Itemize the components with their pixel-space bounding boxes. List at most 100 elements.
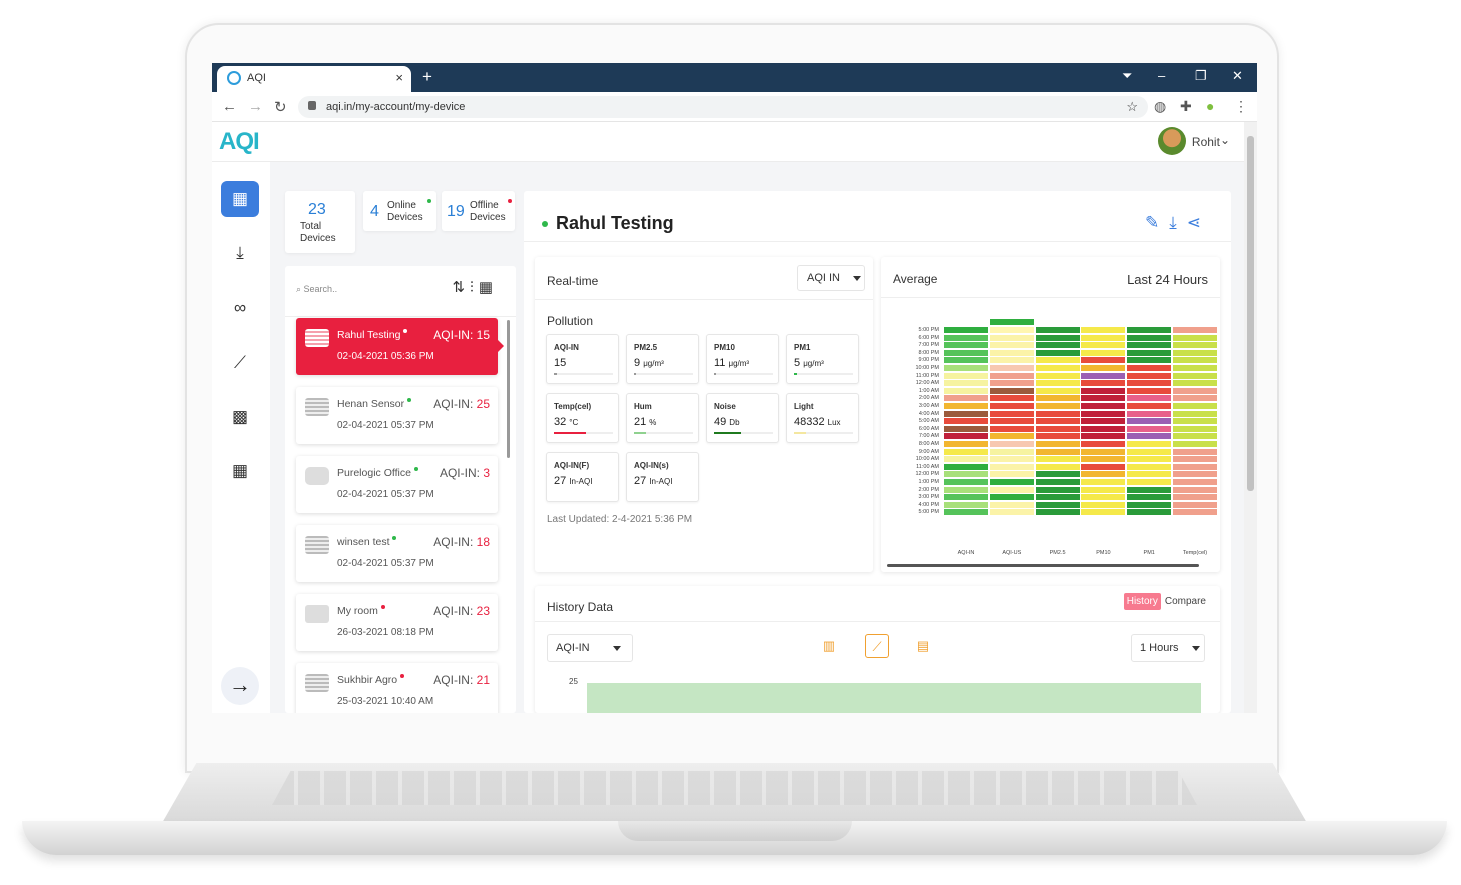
heatmap-cell[interactable] (944, 448, 988, 455)
sort-icon[interactable]: ⇅ (452, 279, 471, 296)
reload-icon[interactable]: ↻ (274, 99, 287, 116)
heatmap-cell[interactable] (944, 380, 988, 387)
sensor-tile[interactable]: Temp(cel) 32 °C (546, 393, 619, 443)
heatmap-cell[interactable] (1173, 357, 1217, 364)
heatmap-cell[interactable] (1127, 501, 1172, 508)
heatmap-cell[interactable] (944, 349, 988, 356)
history-interval-select[interactable]: 1 Hours (1131, 634, 1205, 662)
heatmap-cell[interactable] (989, 448, 1034, 455)
heatmap-cell[interactable] (989, 433, 1034, 440)
scroll-thumb[interactable] (1247, 136, 1254, 491)
heatmap-cell[interactable] (989, 395, 1034, 402)
heatmap-cell[interactable] (1173, 494, 1217, 501)
heatmap-cell[interactable] (1081, 448, 1126, 455)
heatmap-cell[interactable] (989, 479, 1034, 486)
realtime-metric-select[interactable]: AQI IN (797, 265, 865, 291)
aqi-logo[interactable]: AQI (219, 128, 260, 156)
heatmap-cell[interactable] (1173, 509, 1217, 516)
heatmap-cell[interactable] (1081, 372, 1126, 379)
heatmap-cell[interactable] (1035, 418, 1080, 425)
heatmap-cell[interactable] (1127, 365, 1172, 372)
heatmap-cell[interactable] (1127, 334, 1172, 341)
heatmap-cell[interactable] (944, 395, 988, 402)
heatmap-cell[interactable] (989, 509, 1034, 516)
heatmap-cell[interactable] (1127, 387, 1172, 394)
heatmap-cell[interactable] (989, 410, 1034, 417)
heatmap-cell[interactable] (1035, 486, 1080, 493)
heatmap-cell[interactable] (1035, 387, 1080, 394)
heatmap-scrollbar[interactable] (887, 564, 1199, 567)
new-tab-button[interactable]: + (422, 67, 432, 86)
heatmap-cell[interactable] (1173, 441, 1217, 448)
minimize-button[interactable]: – (1158, 68, 1166, 83)
forward-icon[interactable]: → (248, 98, 263, 115)
heatmap-cell[interactable] (1081, 380, 1126, 387)
heatmap-cell[interactable] (1127, 410, 1172, 417)
heatmap-cell[interactable] (1127, 403, 1172, 410)
heatmap-cell[interactable] (1081, 486, 1126, 493)
heatmap-cell[interactable] (1173, 433, 1217, 440)
document-icon[interactable]: ▤ (916, 638, 930, 653)
heatmap-cell[interactable] (1173, 380, 1217, 387)
heatmap-cell[interactable] (1127, 357, 1172, 364)
heatmap-cell[interactable] (1173, 403, 1217, 410)
heatmap-cell[interactable] (989, 456, 1034, 463)
heatmap-cell[interactable] (944, 486, 988, 493)
heatmap-cell[interactable] (1035, 357, 1080, 364)
heatmap-cell[interactable] (1173, 410, 1217, 417)
heatmap-cell[interactable] (1035, 479, 1080, 486)
heatmap-cell[interactable] (944, 425, 988, 432)
heatmap-cell[interactable] (989, 501, 1034, 508)
heatmap-cell[interactable] (1173, 425, 1217, 432)
device-card[interactable]: Purelogic Office AQI-IN: 3 02-04-2021 05… (296, 456, 498, 513)
heatmap-cell[interactable] (989, 387, 1034, 394)
heatmap-cell[interactable] (944, 403, 988, 410)
heatmap-cell[interactable] (1035, 471, 1080, 478)
browser-tab[interactable]: AQI × (217, 66, 411, 92)
back-icon[interactable]: ← (222, 98, 237, 115)
heatmap-cell[interactable] (1035, 327, 1080, 334)
share-icon[interactable]: ⋖ (1186, 213, 1211, 232)
profile-extension-icon[interactable]: ● (1206, 98, 1215, 114)
heatmap-cell[interactable] (1081, 387, 1126, 394)
heatmap-cell[interactable] (944, 334, 988, 341)
heatmap-cell[interactable] (1127, 372, 1172, 379)
heatmap-cell[interactable] (944, 494, 988, 501)
heatmap-cell[interactable] (989, 372, 1034, 379)
heatmap-cell[interactable] (1035, 494, 1080, 501)
grid-view-icon[interactable]: ▦ (478, 279, 498, 296)
heatmap-cell[interactable] (1035, 463, 1080, 470)
tab-close-icon[interactable]: × (395, 70, 403, 85)
heatmap-cell[interactable] (1173, 349, 1217, 356)
heatmap-cell[interactable] (1081, 349, 1126, 356)
device-card[interactable]: My room AQI-IN: 23 26-03-2021 08:18 PM (296, 594, 498, 651)
heatmap-cell[interactable] (1127, 448, 1172, 455)
heatmap-cell[interactable] (1035, 334, 1080, 341)
heatmap-cell[interactable] (1127, 418, 1172, 425)
heatmap-cell[interactable] (989, 418, 1034, 425)
heatmap-cell[interactable] (989, 319, 1034, 326)
heatmap-cell[interactable] (1035, 433, 1080, 440)
heatmap-cell[interactable] (1081, 494, 1126, 501)
heatmap-cell[interactable] (1081, 479, 1126, 486)
heatmap-cell[interactable] (1173, 327, 1217, 334)
heatmap-cell[interactable] (989, 365, 1034, 372)
heatmap-cell[interactable] (944, 365, 988, 372)
heatmap-cell[interactable] (1035, 501, 1080, 508)
heatmap-cell[interactable] (1081, 357, 1126, 364)
heatmap-cell[interactable] (944, 410, 988, 417)
heatmap-cell[interactable] (989, 342, 1034, 349)
address-bar[interactable]: aqi.in/my-account/my-device ☆ (298, 96, 1148, 118)
heatmap-cell[interactable] (1173, 387, 1217, 394)
heatmap-cell[interactable] (1173, 463, 1217, 470)
tab-history[interactable]: History (1123, 593, 1161, 610)
device-card[interactable]: Henan Sensor AQI-IN: 25 02-04-2021 05:37… (296, 387, 498, 444)
heatmap-cell[interactable] (1081, 327, 1126, 334)
download-nav-icon[interactable]: ⤓ (236, 243, 244, 262)
heatmap-cell[interactable] (1035, 425, 1080, 432)
heatmap-cell[interactable] (989, 349, 1034, 356)
heatmap-cell[interactable] (944, 342, 988, 349)
heatmap-cell[interactable] (1173, 372, 1217, 379)
heatmap-cell[interactable] (944, 509, 988, 516)
heatmap-cell[interactable] (1173, 334, 1217, 341)
